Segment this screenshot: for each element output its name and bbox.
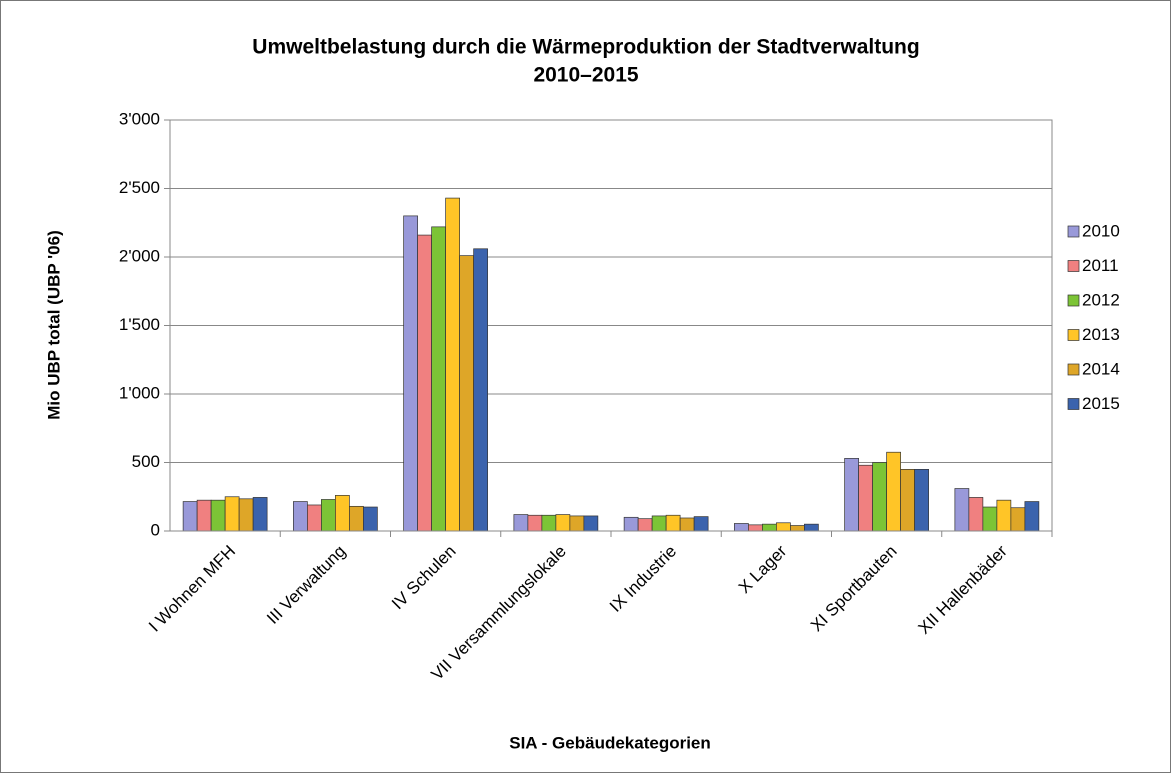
bar <box>335 495 350 532</box>
y-tick-label: 3'000 <box>119 109 160 128</box>
bar <box>321 499 336 532</box>
bar <box>844 458 859 532</box>
bar <box>886 451 901 532</box>
legend-swatch <box>1067 294 1080 307</box>
bar <box>693 516 709 532</box>
legend-label: 2015 <box>1082 394 1120 413</box>
bar <box>445 197 460 532</box>
bar <box>238 498 254 532</box>
legend-label: 2014 <box>1082 359 1120 378</box>
bar <box>224 496 240 532</box>
legend-label: 2010 <box>1082 221 1120 240</box>
y-tick-label: 500 <box>132 452 160 471</box>
bar <box>623 516 639 532</box>
legend-swatch <box>1067 225 1080 238</box>
bar <box>790 525 805 532</box>
bar <box>954 488 970 532</box>
bar <box>776 522 791 532</box>
bar <box>651 515 667 532</box>
chart-title: Umweltbelastung durch die Wärmeproduktio… <box>252 36 919 59</box>
legend-swatch <box>1067 363 1080 376</box>
legend-swatch <box>1067 398 1080 410</box>
bar <box>569 515 585 532</box>
bar <box>583 515 599 532</box>
bar <box>996 499 1012 532</box>
bar <box>734 523 749 532</box>
bar <box>858 464 873 532</box>
bar <box>900 469 915 532</box>
bar <box>196 499 212 532</box>
bar <box>363 506 378 532</box>
bar <box>748 524 763 532</box>
y-tick-label: 0 <box>151 520 160 539</box>
chart-title: 2010–2015 <box>533 64 638 87</box>
bar <box>872 462 887 532</box>
bar <box>403 215 418 532</box>
bar <box>307 504 322 532</box>
legend-swatch <box>1067 260 1080 272</box>
bar <box>637 518 653 532</box>
legend-label: 2013 <box>1082 325 1120 344</box>
bar <box>252 497 268 532</box>
bar <box>982 506 998 532</box>
bar <box>459 255 474 532</box>
bar <box>679 517 695 532</box>
legend-label: 2012 <box>1082 290 1120 309</box>
y-tick-label: 2'500 <box>119 178 160 197</box>
y-axis-label: Mio UBP total (UBP '06) <box>44 230 63 420</box>
bar <box>431 226 446 532</box>
bar <box>1010 507 1026 532</box>
bar <box>914 469 929 532</box>
legend-swatch <box>1067 329 1080 341</box>
bar <box>762 523 777 532</box>
legend-label: 2011 <box>1082 256 1119 275</box>
bar <box>210 499 226 532</box>
x-axis-label: SIA - Gebäudekategorien <box>509 733 711 752</box>
bar <box>804 523 819 532</box>
bar <box>293 501 308 532</box>
bar <box>665 514 681 532</box>
bar <box>349 505 364 532</box>
bar <box>182 501 198 532</box>
y-tick-label: 1'500 <box>119 315 160 334</box>
bar <box>417 234 432 532</box>
bar <box>1024 501 1040 532</box>
bar <box>541 514 557 532</box>
y-tick-label: 1'000 <box>119 383 160 402</box>
bar <box>473 248 488 532</box>
bar <box>513 514 529 532</box>
bar <box>555 514 571 532</box>
bar <box>968 497 984 532</box>
y-tick-label: 2'000 <box>119 246 160 265</box>
bar <box>527 514 543 532</box>
